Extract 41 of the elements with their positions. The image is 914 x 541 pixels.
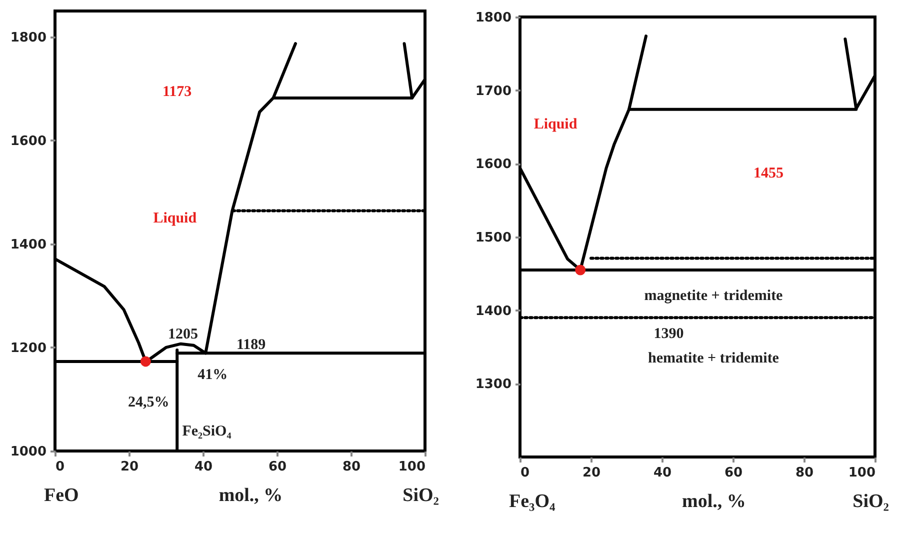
y-tick-label: 1200 — [10, 340, 46, 356]
y-tick-label: 1500 — [475, 230, 512, 246]
annotation: hematite + tridemite — [648, 350, 780, 366]
text: FeO — [44, 485, 79, 507]
x-tick-label: 20 — [582, 466, 601, 480]
x-tick-label: 40 — [653, 466, 672, 480]
x-tick-label: 100 — [848, 466, 876, 480]
y-tick-label: 1400 — [10, 237, 46, 252]
x-tick-label: 40 — [194, 460, 213, 474]
y-tick-label: 1400 — [475, 304, 512, 319]
annotation: Liquid — [153, 210, 198, 227]
x-tick-label: 100 — [398, 460, 426, 474]
annotation: 1173 — [162, 84, 192, 100]
annotation: 1390 — [654, 326, 684, 342]
x-tick-label: 80 — [795, 466, 814, 480]
y-tick-label: 1000 — [10, 444, 46, 460]
x-tick-label: 0 — [520, 466, 530, 480]
x-axis-title: mol., % — [218, 485, 283, 507]
y-tick-label: 1300 — [475, 377, 512, 392]
x-tick-label: 0 — [56, 460, 65, 474]
text: SiO₂ — [852, 491, 889, 513]
y-tick-label: 1800 — [475, 10, 512, 26]
text: Fe₃O₄ — [509, 491, 556, 513]
annotation: Liquid — [534, 116, 578, 132]
annotation: 1189 — [236, 336, 266, 353]
x-tick-label: 20 — [120, 460, 139, 474]
x-tick-label: 60 — [268, 460, 287, 474]
y-tick-label: 1800 — [10, 30, 46, 46]
annotation: 24,5% — [128, 394, 170, 410]
annotation: 1205 — [168, 326, 198, 342]
annotation: 41% — [198, 366, 228, 383]
y-tick-label: 1700 — [475, 84, 512, 99]
annotation: Fe₂SiO₄ — [182, 423, 232, 440]
x-axis-title: mol., % — [682, 491, 746, 513]
x-tick-label: 80 — [342, 460, 361, 474]
annotation: magnetite + tridemite — [644, 288, 784, 304]
x-tick-label: 60 — [724, 466, 743, 480]
text: SiO₂ — [402, 485, 439, 507]
y-tick-label: 1600 — [10, 134, 46, 149]
annotation: 1455 — [754, 165, 784, 182]
y-tick-label: 1600 — [475, 157, 512, 172]
